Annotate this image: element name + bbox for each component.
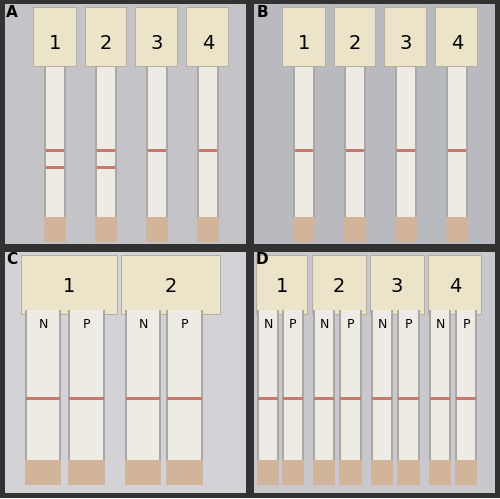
Text: N: N <box>38 317 48 330</box>
Text: P: P <box>82 317 90 330</box>
Text: P: P <box>346 317 354 330</box>
Text: 1: 1 <box>276 276 288 295</box>
Text: N: N <box>436 317 444 330</box>
Text: 4: 4 <box>451 33 463 52</box>
Text: N: N <box>264 317 272 330</box>
Text: P: P <box>289 317 297 330</box>
Text: B: B <box>256 4 268 19</box>
Text: 2: 2 <box>349 33 361 52</box>
Text: A: A <box>6 4 18 19</box>
Text: 3: 3 <box>151 33 163 52</box>
Text: 2: 2 <box>333 276 345 295</box>
Text: N: N <box>138 317 147 330</box>
Text: 2: 2 <box>100 33 112 52</box>
Text: 3: 3 <box>400 33 412 52</box>
Text: 4: 4 <box>449 276 461 295</box>
Text: 2: 2 <box>165 276 177 295</box>
Text: D: D <box>256 252 268 267</box>
Text: C: C <box>6 252 18 267</box>
Text: 1: 1 <box>298 33 310 52</box>
Text: N: N <box>320 317 328 330</box>
Text: 1: 1 <box>49 33 61 52</box>
Text: 3: 3 <box>391 276 403 295</box>
Text: N: N <box>378 317 386 330</box>
Text: P: P <box>462 317 470 330</box>
Text: P: P <box>180 317 188 330</box>
Text: 4: 4 <box>202 33 214 52</box>
Text: 1: 1 <box>63 276 75 295</box>
Text: P: P <box>404 317 412 330</box>
